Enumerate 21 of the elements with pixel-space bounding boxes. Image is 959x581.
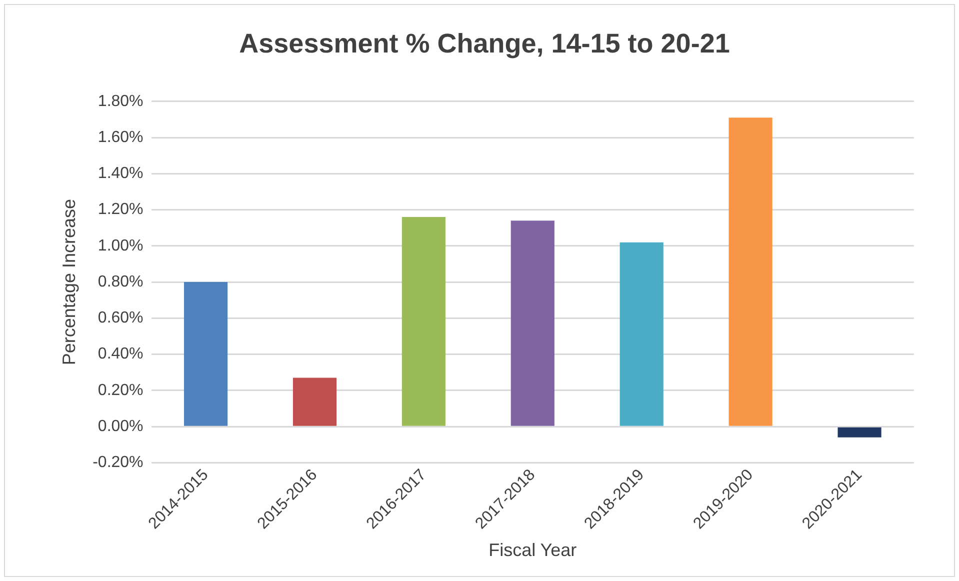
y-tick-label: 0.60% [98,310,144,327]
y-axis-title: Percentage Increase [58,199,79,366]
y-tick-label: 0.20% [98,382,144,399]
bar [838,427,882,438]
chart-title: Assessment % Change, 14-15 to 20-21 [239,28,730,59]
bar [292,378,337,426]
bar [402,217,446,426]
y-tick-label: 0.00% [98,418,144,435]
y-tick-label: 0.80% [98,273,144,290]
y-tick-label: 1.60% [98,128,144,146]
bar [510,220,554,426]
y-tick-label: 1.20% [98,201,144,218]
x-axis-title: Fiscal Year [488,540,577,560]
bar [184,282,228,426]
y-tick-label: 1.00% [98,237,144,254]
y-tick-label: 1.40% [98,165,144,182]
y-tick-label: 0.40% [98,346,144,363]
y-tick-label: 1.80% [98,92,144,110]
bar [620,242,664,426]
y-tick-label: -0.20% [92,454,144,472]
bar [728,118,772,426]
